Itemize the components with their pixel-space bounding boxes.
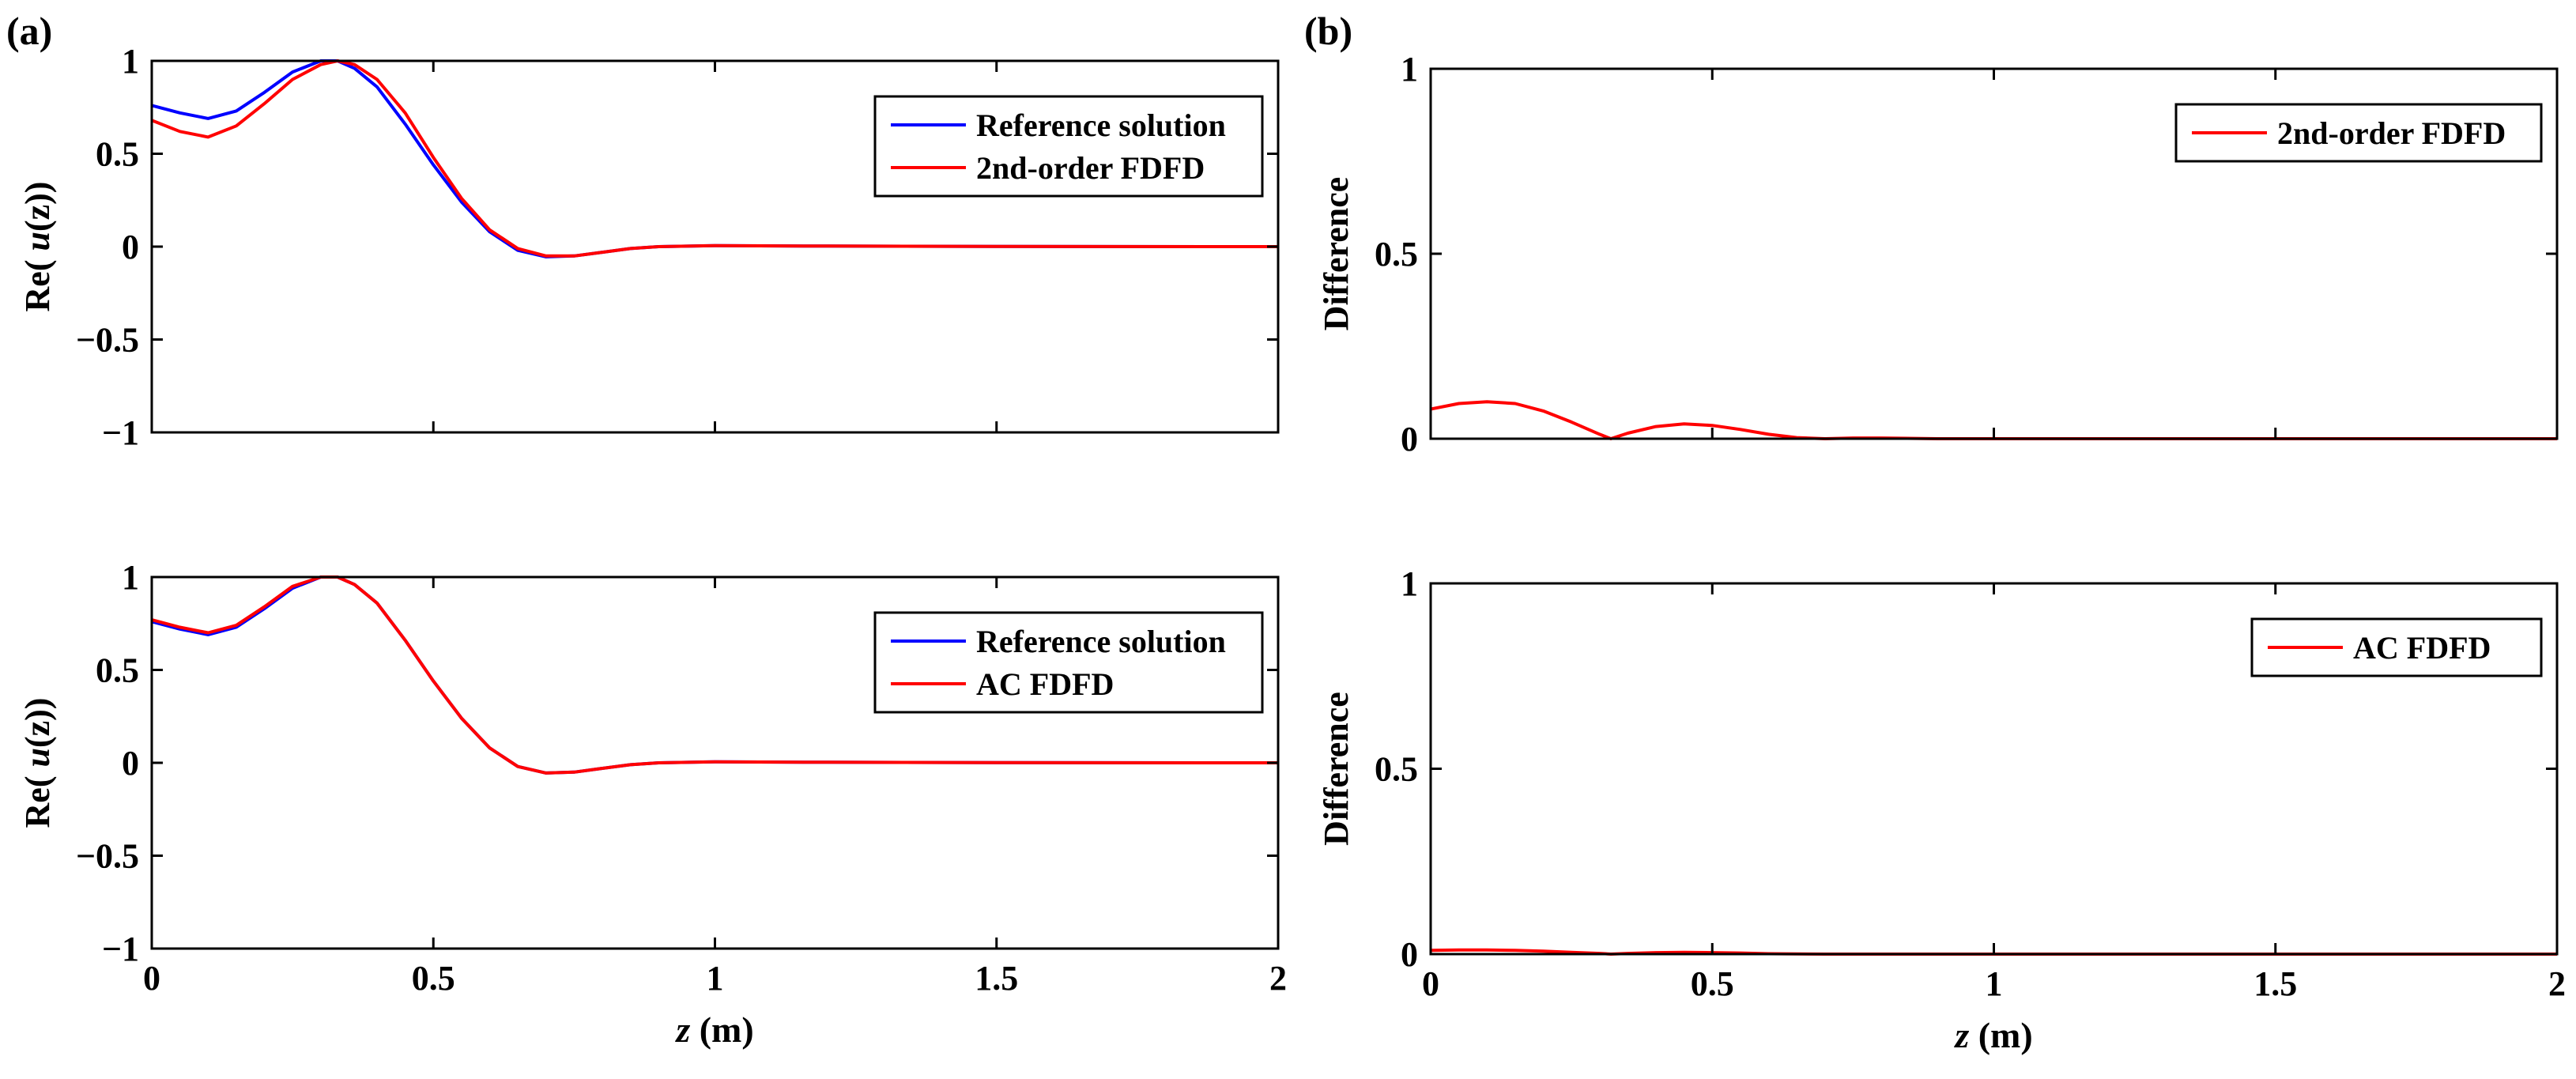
y-tick-label: −1 xyxy=(102,413,139,452)
legend-entry: Reference solution xyxy=(976,624,1226,659)
panel-label-b: (b) xyxy=(1304,9,1353,53)
series-line-a-bottom-1 xyxy=(152,575,1278,775)
x-axis-label: z (m) xyxy=(674,1009,753,1050)
legend: AC FDFD xyxy=(2250,617,2543,677)
x-tick-label: 0.5 xyxy=(1691,964,1734,1003)
y-tick-label: 0 xyxy=(1401,935,1418,974)
y-tick-label: 1 xyxy=(1401,50,1418,89)
y-tick-label: 0 xyxy=(122,744,139,783)
chart-b-bottom: 0 0.5 1 1.5 2 0 0.5 1 Difference z (m) AC FDFD xyxy=(1317,564,2566,1055)
y-axis-label: Difference xyxy=(1317,692,1356,846)
chart-b-top: 0 0.5 1 Difference 2nd-order FDFD xyxy=(1317,50,2559,458)
legend-box xyxy=(2250,617,2543,677)
legend-entry: 2nd-order FDFD xyxy=(976,150,1205,186)
legend-entry: AC FDFD xyxy=(976,666,1114,702)
y-axis-label: Difference xyxy=(1317,177,1356,331)
x-axis-label: z (m) xyxy=(1953,1015,2032,1055)
x-tick-label: 1.5 xyxy=(2254,964,2297,1003)
legend-box xyxy=(873,95,1264,198)
y-tick-label: −0.5 xyxy=(76,837,139,876)
legend: Reference solution 2nd-order FDFD xyxy=(873,95,1264,198)
y-tick-label: 1 xyxy=(1401,564,1418,603)
x-tick-label: 0 xyxy=(1422,964,1439,1003)
x-tick-label: 1.5 xyxy=(975,959,1018,998)
x-tick-label: 2 xyxy=(2548,964,2566,1003)
y-tick-label: 0.5 xyxy=(96,135,139,174)
y-tick-label: 0.5 xyxy=(96,651,139,690)
legend: Reference solution AC FDFD xyxy=(873,611,1264,714)
y-tick-label: 0 xyxy=(122,228,139,266)
y-tick-label: −1 xyxy=(102,930,139,968)
x-tick-label: 1 xyxy=(1986,964,2003,1003)
legend-entry: Reference solution xyxy=(976,108,1226,143)
y-tick-label: 0.5 xyxy=(1375,235,1418,274)
legend-box xyxy=(873,611,1264,714)
x-tick-label: 0 xyxy=(143,959,160,998)
y-axis-label: Re( u(z)) xyxy=(18,698,57,828)
legend-entry: AC FDFD xyxy=(2353,630,2491,666)
panel-label-a: (a) xyxy=(6,9,53,53)
y-tick-label: 0 xyxy=(1401,420,1418,458)
y-tick-label: 1 xyxy=(122,42,139,81)
y-tick-label: 1 xyxy=(122,558,139,597)
x-tick-label: 2 xyxy=(1269,959,1287,998)
y-tick-label: −0.5 xyxy=(76,321,139,360)
legend: 2nd-order FDFD xyxy=(2174,103,2543,163)
y-tick-label: 0.5 xyxy=(1375,750,1418,789)
x-tick-label: 0.5 xyxy=(412,959,455,998)
chart-a-top: −1 −0.5 0 0.5 1 Re( u(z)) Reference solution 2n… xyxy=(18,42,1280,452)
series-line-a-top-1 xyxy=(152,59,1278,258)
chart-a-bottom: 0 0.5 1 1.5 2 −1 −0.5 0 0.5 1 Re( u(z)) z (m) Refere… xyxy=(18,558,1287,1050)
y-axis-label: Re( u(z)) xyxy=(18,182,57,312)
x-tick-label: 1 xyxy=(707,959,724,998)
legend-entry: 2nd-order FDFD xyxy=(2277,115,2506,151)
